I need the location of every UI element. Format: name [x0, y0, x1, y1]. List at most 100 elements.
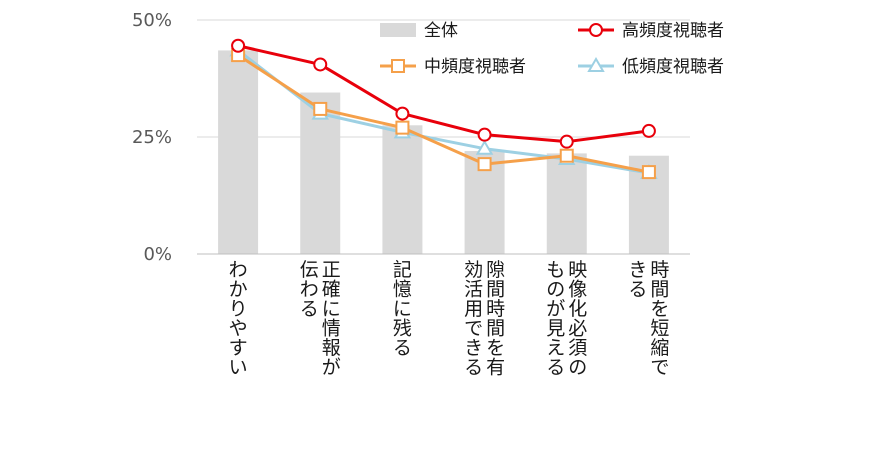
series-line	[237, 44, 650, 144]
series-lines	[229, 38, 658, 180]
category-char: で	[464, 318, 483, 340]
bar	[382, 125, 423, 254]
y-axis: 0% 25% 50%	[132, 10, 172, 265]
legend-label: 高頻度視聴者	[622, 21, 724, 41]
legend-label: 低頻度視聴者	[622, 57, 724, 77]
category-char: る	[300, 298, 319, 320]
legend-item: 高頻度視聴者	[578, 21, 724, 41]
bars	[218, 50, 669, 254]
category-char: 記	[393, 259, 412, 281]
series-line	[237, 49, 650, 175]
category-char: る	[393, 337, 412, 359]
category-char: や	[229, 318, 248, 340]
marker-square	[641, 165, 656, 180]
marker-circle	[641, 123, 656, 138]
category-char: 正	[322, 259, 341, 281]
bar	[218, 50, 259, 254]
category-char: に	[322, 298, 341, 320]
category-char: 情	[322, 318, 341, 340]
category-char: 効	[464, 259, 483, 281]
series	[231, 48, 656, 180]
category-char: 活	[464, 279, 483, 301]
marker-square	[313, 101, 328, 116]
category-char: 有	[486, 357, 505, 379]
legend-item: 中頻度視聴者	[380, 57, 526, 77]
category-char: 用	[464, 298, 483, 320]
legend-item: 全体	[380, 21, 458, 41]
marker-circle	[589, 23, 603, 37]
category-char: 憶	[393, 279, 412, 301]
gridlines	[197, 19, 690, 255]
category-char: か	[229, 279, 248, 301]
legend-swatch	[380, 23, 416, 37]
category-char: 間	[650, 279, 669, 301]
marker-circle	[231, 38, 246, 53]
bar	[546, 153, 587, 254]
marker-square	[559, 148, 574, 163]
category-char: も	[546, 259, 565, 281]
marker-square	[477, 157, 492, 172]
category-char: 伝	[300, 259, 319, 281]
category-char: 報	[322, 337, 341, 359]
marker-triangle	[475, 139, 494, 155]
legend-label: 中頻度視聴者	[424, 57, 526, 77]
category-char: を	[650, 298, 669, 320]
category-char: 縮	[650, 337, 669, 359]
marker-triangle	[587, 57, 605, 72]
category-char: 隙	[486, 259, 505, 281]
category-char: 時	[486, 298, 505, 320]
category-char: 残	[393, 318, 412, 340]
category-char: 間	[486, 279, 505, 301]
category-char: の	[568, 357, 587, 379]
category-char: の	[546, 279, 565, 301]
category-char: り	[229, 298, 248, 320]
category-char: き	[628, 259, 647, 281]
marker-square	[391, 59, 405, 73]
category-char: え	[546, 337, 565, 359]
y-tick-label: 25%	[132, 127, 172, 148]
legend-label: 全体	[424, 21, 458, 41]
marker-circle	[313, 57, 328, 72]
category-char: 像	[568, 279, 587, 301]
category-char: き	[464, 337, 483, 359]
series-line	[237, 53, 650, 174]
y-tick-label: 50%	[132, 10, 172, 31]
category-char: る	[628, 279, 647, 301]
category-char: 見	[546, 318, 565, 340]
x-axis: わかりやすい正確に情報が伝わる記憶に残る隙間時間を有効活用できる映像化必須のもの…	[197, 253, 690, 379]
legend-item: 低頻度視聴者	[578, 57, 724, 77]
category-char: で	[650, 357, 669, 379]
category-char: が	[546, 298, 565, 320]
category-char: 映	[568, 259, 587, 281]
marker-square	[395, 120, 410, 135]
marker-circle	[477, 127, 492, 142]
category-char: 須	[568, 337, 587, 359]
marker-circle	[395, 106, 410, 121]
category-char: る	[464, 357, 483, 379]
category-char: に	[393, 298, 412, 320]
series	[231, 38, 656, 149]
category-char: 短	[650, 318, 669, 340]
category-char: 確	[322, 279, 341, 301]
category-char: る	[546, 357, 565, 379]
category-char: い	[229, 357, 248, 379]
y-tick-label: 0%	[143, 244, 172, 265]
category-char: 化	[568, 298, 587, 320]
category-char: が	[322, 357, 341, 379]
category-char: す	[229, 337, 248, 359]
category-char: 必	[568, 318, 587, 340]
marker-circle	[559, 134, 574, 149]
category-char: 時	[650, 259, 669, 281]
category-char: 間	[486, 318, 505, 340]
category-char: わ	[300, 279, 319, 301]
category-char: を	[486, 337, 505, 359]
category-char: わ	[229, 259, 248, 281]
